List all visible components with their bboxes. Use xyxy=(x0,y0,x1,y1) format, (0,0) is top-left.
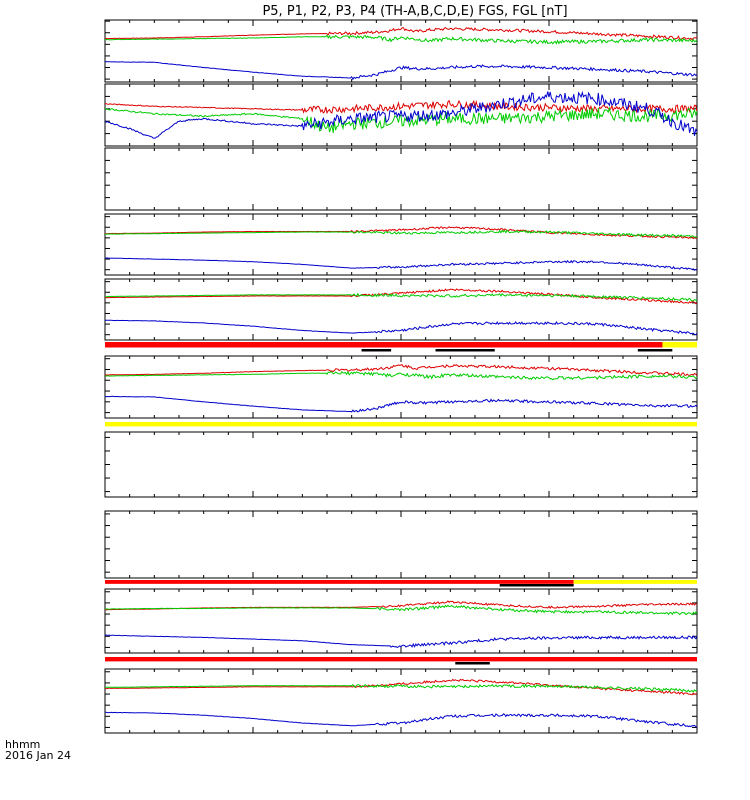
series-bz xyxy=(105,364,697,377)
panel-thc_fgl_gse xyxy=(104,510,698,579)
flag-bar-yellow xyxy=(105,422,697,427)
series-bz xyxy=(105,288,697,305)
panel-thb_fgl_gse xyxy=(104,431,698,498)
series-bz xyxy=(105,26,697,41)
panel-the_fgs_gse xyxy=(104,278,698,341)
series-by xyxy=(105,106,697,133)
series-bx xyxy=(105,90,697,139)
series-by xyxy=(105,683,697,693)
series-by xyxy=(105,370,697,381)
flag-bar-yellow xyxy=(662,342,697,348)
panel-frame xyxy=(104,588,698,654)
flag-bars-group xyxy=(105,342,697,665)
x-axis-label: hhmm xyxy=(5,738,40,751)
flag-bar-red xyxy=(105,657,697,662)
flag-black-segment xyxy=(435,349,495,352)
panel-frame xyxy=(104,278,698,341)
panel-frame xyxy=(104,431,698,498)
panel-frame xyxy=(104,510,698,579)
panel-thb_fgs_gse xyxy=(104,83,698,147)
flag-bar-red xyxy=(105,342,663,348)
flag-black-segment xyxy=(499,584,574,587)
chart-title: P5, P1, P2, P3, P4 (TH-A,B,C,D,E) FGS, F… xyxy=(262,4,567,19)
flag-black-segment xyxy=(455,662,490,665)
series-by xyxy=(105,292,697,302)
series-by xyxy=(105,34,697,45)
series-bx xyxy=(105,61,697,81)
panel-frame xyxy=(104,147,698,211)
series-bx xyxy=(105,319,697,336)
series-bx xyxy=(105,257,697,271)
flag-bar-yellow xyxy=(573,580,697,584)
panel-frame xyxy=(104,213,698,276)
series-bz xyxy=(105,678,697,696)
panels-group xyxy=(104,19,698,734)
flag-black-segment xyxy=(361,349,392,352)
panel-frame xyxy=(104,668,698,734)
flag-black-segment xyxy=(637,349,673,352)
panel-thc_fgs_gse xyxy=(104,147,698,211)
panel-tha_fgl_gse xyxy=(104,355,698,419)
panel-thd_fgs_gse xyxy=(104,213,698,276)
series-bx xyxy=(105,395,697,413)
series-bx xyxy=(105,711,697,728)
panel-the_fgl_gse xyxy=(104,668,698,734)
series-bx xyxy=(105,634,697,648)
panel-thd_fgl_gse xyxy=(104,588,698,654)
series-by xyxy=(105,604,697,616)
date-label: 2016 Jan 24 xyxy=(5,749,71,762)
flag-bar-red xyxy=(105,580,574,584)
panel-tha_fgs_gse xyxy=(104,19,698,83)
series-by xyxy=(105,229,697,238)
panel-frame xyxy=(104,83,698,147)
